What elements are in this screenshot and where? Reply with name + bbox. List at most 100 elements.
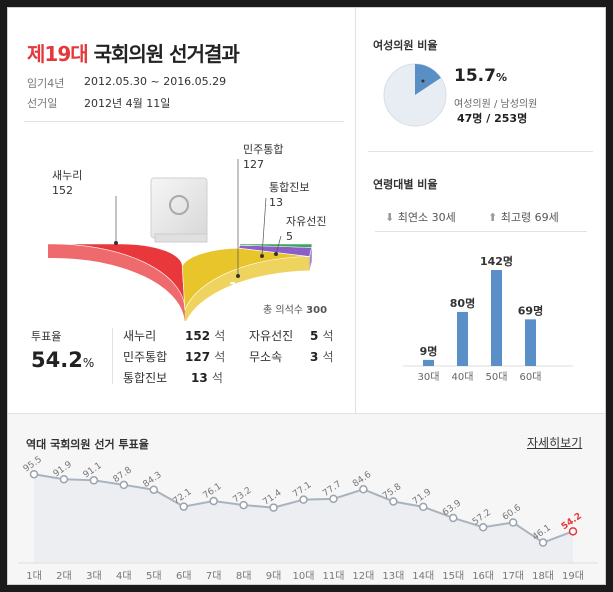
history-category: 16대 bbox=[472, 570, 494, 582]
age-bar bbox=[525, 319, 536, 366]
history-point bbox=[59, 474, 69, 484]
age-section-title: 연령대별 비율 bbox=[373, 178, 438, 191]
pie-marker-dot bbox=[421, 79, 425, 83]
party-label-jayu: 자유선진 5 bbox=[286, 215, 327, 243]
leader-dot bbox=[274, 252, 278, 256]
arrow-up-icon: ⬆ bbox=[488, 211, 498, 224]
history-category: 2대 bbox=[56, 570, 72, 582]
history-point bbox=[419, 502, 428, 512]
seat-name: 자유선진 bbox=[249, 329, 294, 343]
election-results-panel: 제19대 국회의원 선거결과 임기4년 2012.05.30 ~ 2016.05… bbox=[7, 7, 606, 585]
election-date-value: 2012년 4월 11일 bbox=[84, 97, 171, 110]
leader-dot bbox=[260, 254, 264, 258]
divider bbox=[368, 151, 593, 152]
history-point bbox=[149, 485, 159, 494]
seat-name: 통합진보 bbox=[123, 371, 168, 385]
age-bar-value: 69명 bbox=[518, 303, 543, 317]
history-category: 8대 bbox=[236, 570, 252, 582]
seat-value: 13 석 bbox=[191, 371, 223, 385]
divider bbox=[24, 121, 344, 122]
arrow-down-icon: ⬇ bbox=[385, 211, 395, 224]
history-point bbox=[329, 494, 338, 504]
history-point bbox=[119, 480, 129, 490]
title-highlight: 제19대 bbox=[27, 42, 89, 66]
age-bar bbox=[423, 359, 434, 366]
history-category: 7대 bbox=[206, 570, 222, 582]
donut-value-label: 127 bbox=[229, 281, 256, 296]
age-bar-category: 30대 bbox=[418, 371, 440, 383]
leader-line bbox=[275, 235, 282, 255]
history-category: 9대 bbox=[266, 570, 282, 582]
party-label-tonghap: 통합진보 13 bbox=[269, 181, 310, 209]
history-point bbox=[478, 522, 488, 532]
donut-side-새누리 bbox=[48, 243, 185, 321]
election-date-label: 선거일 bbox=[27, 97, 58, 110]
history-point bbox=[538, 538, 548, 547]
women-counts: 47명 / 253명 bbox=[457, 112, 528, 125]
history-category: 3대 bbox=[86, 570, 102, 582]
history-area bbox=[34, 474, 573, 563]
history-point bbox=[389, 497, 398, 506]
party-label-minju: 민주통합 127 bbox=[243, 143, 284, 171]
history-category: 15대 bbox=[442, 570, 464, 582]
term-value: 2012.05.30 ~ 2016.05.29 bbox=[84, 75, 227, 88]
divider bbox=[112, 328, 113, 384]
history-point bbox=[209, 496, 218, 506]
youngest-stat: ⬇ 최연소 30세 bbox=[385, 211, 456, 224]
age-bar-category: 50대 bbox=[486, 371, 508, 383]
history-title: 역대 국회의원 선거 투표율 bbox=[26, 438, 149, 451]
turnout-value: 54.2% bbox=[31, 348, 95, 372]
leader-line bbox=[261, 197, 267, 257]
women-section-title: 여성의원 비율 bbox=[373, 39, 438, 52]
history-category: 17대 bbox=[502, 570, 524, 582]
history-point bbox=[359, 485, 368, 494]
history-point bbox=[299, 495, 308, 504]
history-point bbox=[89, 476, 99, 485]
seat-name: 무소속 bbox=[249, 350, 283, 364]
history-point bbox=[508, 518, 518, 527]
age-bar-value: 9명 bbox=[420, 344, 438, 358]
party-label-saenuri: 새누리 152 bbox=[52, 169, 83, 197]
more-link[interactable]: 자세히보기 bbox=[527, 436, 583, 450]
seat-value: 3 석 bbox=[310, 350, 334, 364]
title-rest: 국회의원 선거결과 bbox=[93, 42, 240, 66]
oldest-stat: ⬆ 최고령 69세 bbox=[488, 211, 559, 224]
seats-chart: 152 127 bbox=[47, 159, 313, 321]
leader-dot bbox=[114, 241, 118, 245]
history-category: 14대 bbox=[412, 570, 434, 582]
donut-side-민주통합 bbox=[184, 256, 310, 321]
history-category: 6대 bbox=[176, 570, 192, 582]
history-category: 12대 bbox=[352, 570, 374, 582]
history-section: 역대 국회의원 선거 투표율 자세히보기 95.5 1대 91.9 2대 91.1 3대 8… bbox=[8, 413, 605, 584]
leader-dot bbox=[236, 274, 240, 278]
history-category: 10대 bbox=[293, 570, 315, 582]
age-bar-category: 40대 bbox=[452, 371, 474, 383]
total-seats: 총 의석수 300 bbox=[263, 305, 328, 316]
history-category: 11대 bbox=[322, 570, 344, 582]
turnout-history-chart: 95.51대91.92대91.13대87.84대84.35대72.16대76.1… bbox=[18, 455, 598, 582]
seat-name: 새누리 bbox=[123, 329, 157, 343]
history-category: 4대 bbox=[116, 570, 132, 582]
seat-value: 152 석 bbox=[185, 329, 226, 343]
age-bar bbox=[491, 270, 502, 366]
history-point bbox=[269, 503, 278, 512]
age-bar bbox=[457, 311, 468, 366]
donut-slice-민주통합 bbox=[181, 247, 310, 311]
seat-table: 새누리 152 석 민주통합 127 석 통합진보 13 석 자유선진 5 석 … bbox=[123, 327, 353, 389]
age-bar-chart: 9명 30대 80명 40대 142명 50대 69명 60대 bbox=[403, 254, 573, 383]
history-point bbox=[29, 469, 39, 479]
donut-slice-새누리 bbox=[47, 243, 186, 310]
divider bbox=[375, 231, 587, 232]
history-point bbox=[448, 513, 458, 523]
seat-value: 5 석 bbox=[310, 329, 334, 343]
pie-slice-women bbox=[415, 64, 441, 95]
history-category: 13대 bbox=[382, 570, 404, 582]
seat-name: 민주통합 bbox=[123, 350, 168, 364]
history-point bbox=[239, 500, 248, 510]
ballot-box-icon bbox=[150, 177, 208, 243]
term-label: 임기4년 bbox=[27, 77, 65, 90]
age-bar-value: 142명 bbox=[480, 254, 513, 268]
donut-value-label: 152 bbox=[100, 279, 127, 294]
turnout-label: 투표율 bbox=[31, 330, 62, 343]
history-category: 19대 bbox=[562, 570, 584, 582]
